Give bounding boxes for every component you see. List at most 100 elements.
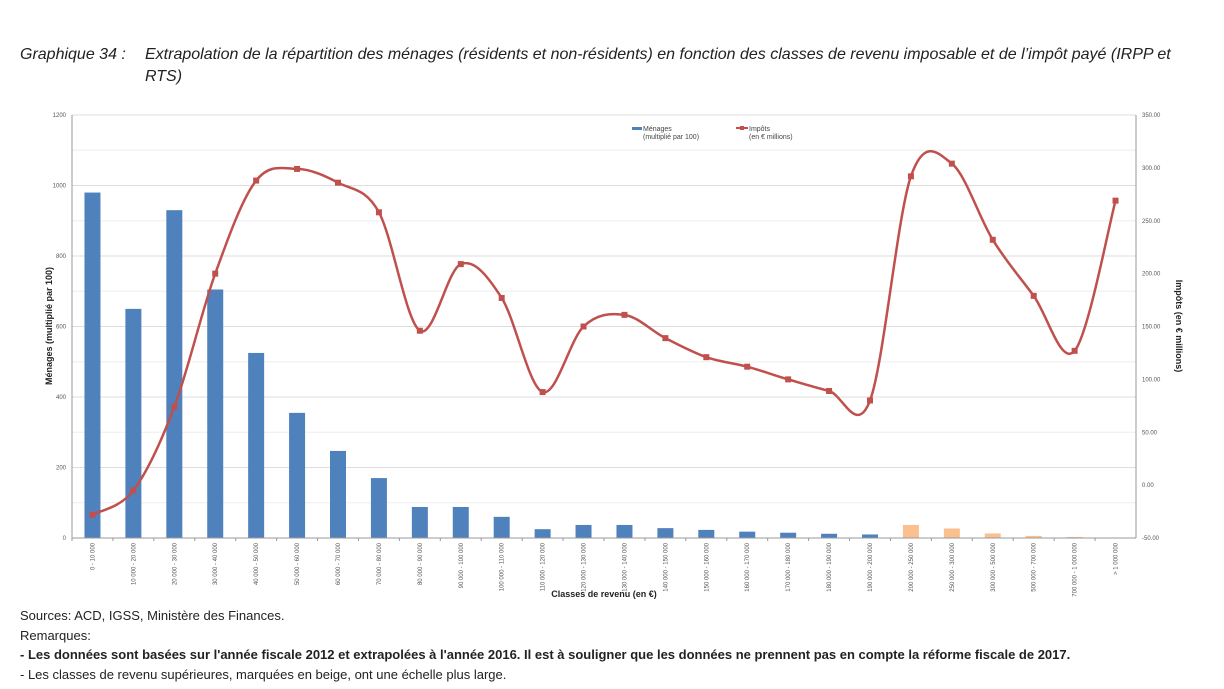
impots-point xyxy=(1112,197,1119,204)
caption-text: Extrapolation de la répartition des ména… xyxy=(145,46,1171,85)
impots-point xyxy=(948,160,955,167)
y-axis-title: Ménages (multiplié par 100) xyxy=(44,267,54,385)
y2-tick-label: 250.00 xyxy=(1142,219,1161,225)
bar xyxy=(125,308,142,538)
y-tick-label: 200 xyxy=(56,466,67,472)
x-tick-label: 80 000 - 90 000 xyxy=(418,542,424,585)
notes: Sources: ACD, IGSS, Ministère des Financ… xyxy=(20,606,1070,684)
bar xyxy=(452,506,469,538)
impots-point xyxy=(1030,292,1037,299)
impots-point xyxy=(703,354,710,361)
bar xyxy=(1025,535,1042,538)
impots-point xyxy=(867,397,873,404)
x-axis-title: Classes de revenu (en €) xyxy=(551,589,657,599)
x-tick-label: > 1 000 000 xyxy=(1114,542,1120,575)
impots-point xyxy=(375,209,382,216)
impots-point xyxy=(580,323,587,330)
bar xyxy=(1066,536,1083,538)
legend-label-menages: Ménages xyxy=(643,126,672,133)
x-tick-label: 180 000 - 190 000 xyxy=(827,542,833,591)
impots-point xyxy=(621,311,628,318)
impots-point xyxy=(457,261,464,268)
bar xyxy=(943,528,960,538)
caption-label: Graphique 34 : xyxy=(20,46,126,63)
y2-tick-label: 200.00 xyxy=(1142,272,1161,278)
x-tick-label: 0 - 10 000 xyxy=(90,542,96,570)
bar xyxy=(780,532,797,538)
impots-point xyxy=(989,236,996,243)
impots-point xyxy=(1071,347,1078,354)
y-tick-label: 400 xyxy=(56,395,67,401)
bar xyxy=(207,289,224,538)
impots-point xyxy=(539,389,546,396)
legend: Ménages (multiplié par 100) Impôts (en €… xyxy=(632,126,793,141)
impots-point xyxy=(498,294,505,301)
x-tick-label: 100 000 - 110 000 xyxy=(500,542,506,591)
x-tick-label: 190 000 - 200 000 xyxy=(868,542,874,591)
impots-point xyxy=(416,327,423,334)
remarks-label: Remarques: xyxy=(20,627,91,643)
bar xyxy=(166,210,183,539)
x-tick-label: 20 000 - 30 000 xyxy=(172,542,178,585)
x-tick-label: 500 000 - 700 000 xyxy=(1032,542,1038,591)
bar xyxy=(289,412,306,538)
y-tick-label: 1000 xyxy=(53,184,67,190)
x-tick-label: 50 000 - 60 000 xyxy=(295,542,301,585)
impots-point xyxy=(785,376,792,383)
remark-2: - Les classes de revenu supérieures, mar… xyxy=(20,666,507,682)
impots-point xyxy=(662,335,669,342)
y-tick-label: 1200 xyxy=(53,113,67,119)
impots-line xyxy=(91,150,1117,516)
bar xyxy=(616,524,633,538)
x-tick-label: 700 000 - 1 000 000 xyxy=(1073,542,1079,596)
x-tick-label: 40 000 - 50 000 xyxy=(254,542,260,585)
x-tick-label: 120 000 - 130 000 xyxy=(582,542,588,591)
x-tick-label: 130 000 - 140 000 xyxy=(622,542,628,591)
bar xyxy=(493,516,510,538)
impots-point xyxy=(907,173,914,180)
bar xyxy=(411,506,428,538)
x-tick-label: 170 000 - 180 000 xyxy=(786,542,792,591)
x-tick-label: 250 000 - 300 000 xyxy=(950,542,956,591)
y2-tick-label: 150.00 xyxy=(1142,325,1161,331)
legend-marker-impots xyxy=(740,126,744,130)
legend-swatch-menages xyxy=(632,127,642,130)
impots-point xyxy=(826,388,833,395)
x-tick-label: 30 000 - 40 000 xyxy=(213,542,219,585)
bar xyxy=(862,534,878,538)
y-tick-label: 600 xyxy=(56,325,67,331)
remark-1: - Les données sont basées sur l'année fi… xyxy=(20,647,1071,662)
chart-caption: Graphique 34 : Extrapolation de la répar… xyxy=(20,44,1200,88)
impots-point xyxy=(212,270,219,277)
bar xyxy=(575,524,592,538)
legend-sub-menages: (multiplié par 100) xyxy=(643,134,699,141)
y2-axis-title: Impôts (en € millions) xyxy=(1174,280,1184,373)
x-tick-label: 160 000 - 170 000 xyxy=(745,542,751,591)
x-tick-label: 300 000 - 500 000 xyxy=(991,542,997,591)
bar xyxy=(984,533,1001,538)
legend-sub-impots: (en € millions) xyxy=(749,134,793,141)
x-tick-label: 60 000 - 70 000 xyxy=(336,542,342,585)
legend-label-impots: Impôts xyxy=(749,126,771,133)
impots-point xyxy=(335,179,341,186)
bar xyxy=(330,450,346,538)
bar xyxy=(657,528,674,538)
bar xyxy=(248,352,265,538)
x-tick-label: 150 000 - 160 000 xyxy=(704,542,710,591)
x-tick-label: 10 000 - 20 000 xyxy=(131,542,137,585)
y2-tick-label: 50.00 xyxy=(1142,430,1158,436)
bar xyxy=(84,192,101,539)
impots-point xyxy=(294,165,301,172)
y-tick-label: 800 xyxy=(56,254,67,260)
sources: Sources: ACD, IGSS, Ministère des Financ… xyxy=(20,608,285,623)
y2-tick-label: -50.00 xyxy=(1142,536,1160,542)
bar xyxy=(370,478,387,538)
y2-tick-label: 300.00 xyxy=(1142,166,1161,172)
impots-point xyxy=(171,403,178,410)
impots-point xyxy=(89,511,96,518)
bar xyxy=(534,529,551,538)
x-tick-label: 70 000 - 80 000 xyxy=(377,542,383,585)
impots-point xyxy=(130,487,137,494)
impots-point xyxy=(744,363,751,370)
impots-point xyxy=(253,177,260,184)
